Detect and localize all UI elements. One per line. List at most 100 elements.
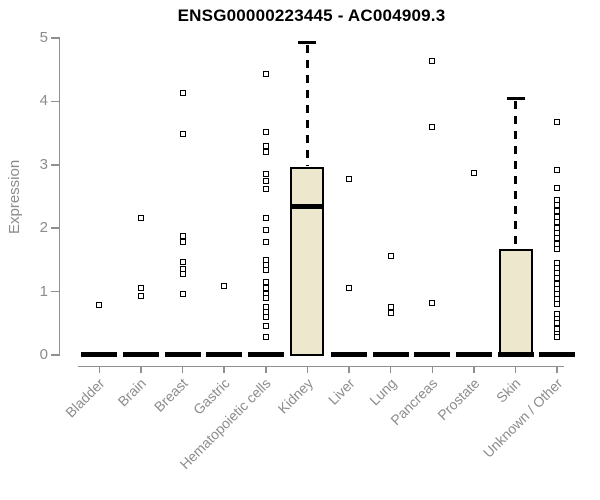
zero-median-bar bbox=[497, 351, 534, 357]
median-line bbox=[292, 203, 323, 209]
outlier-point bbox=[554, 119, 561, 126]
y-tick-label: 1 bbox=[39, 282, 48, 300]
y-tick bbox=[51, 227, 59, 229]
zero-median-bar bbox=[164, 351, 201, 357]
outlier-point bbox=[554, 219, 561, 226]
outlier-point bbox=[262, 215, 269, 222]
x-tick bbox=[473, 367, 475, 373]
outlier-point bbox=[221, 282, 228, 289]
outlier-point bbox=[262, 313, 269, 320]
x-tick bbox=[140, 367, 142, 373]
y-tick-label: 5 bbox=[39, 29, 48, 46]
x-tick-label-text: Brain bbox=[114, 375, 150, 410]
outlier-point bbox=[262, 323, 269, 330]
outlier-point bbox=[387, 303, 394, 310]
outlier-point bbox=[262, 294, 269, 301]
outlier-point bbox=[554, 202, 561, 209]
outlier-point bbox=[262, 279, 269, 286]
outlier-point bbox=[262, 267, 269, 274]
outlier-point bbox=[137, 285, 144, 292]
outlier-point bbox=[262, 227, 269, 234]
outlier-point bbox=[554, 301, 561, 308]
x-tick bbox=[389, 367, 392, 373]
outlier-point bbox=[262, 71, 269, 78]
zero-median-bar bbox=[331, 351, 368, 357]
x-tick bbox=[514, 367, 517, 373]
outlier-point bbox=[470, 170, 477, 177]
chart-title: ENSG00000223445 - AC004909.3 bbox=[177, 6, 446, 25]
outlier-point bbox=[346, 284, 353, 291]
outlier-point bbox=[554, 213, 561, 220]
x-tick bbox=[306, 367, 309, 373]
zero-median-bar bbox=[539, 351, 576, 357]
x-tick-label-text: Breast bbox=[150, 375, 191, 415]
whisker-cap bbox=[506, 97, 525, 100]
outlier-point bbox=[554, 235, 561, 242]
y-tick bbox=[51, 100, 59, 103]
outlier-point bbox=[554, 184, 561, 191]
whisker bbox=[514, 101, 517, 249]
outlier-point bbox=[346, 176, 353, 183]
zero-median-bar bbox=[247, 351, 284, 357]
outlier-point bbox=[262, 185, 269, 192]
box bbox=[290, 166, 325, 357]
zero-median-bar bbox=[206, 351, 243, 357]
outlier-point bbox=[179, 259, 186, 266]
outlier-point bbox=[179, 130, 186, 137]
x-axis-line bbox=[78, 365, 564, 367]
outlier-point bbox=[554, 166, 561, 173]
outlier-point bbox=[387, 309, 394, 316]
y-tick bbox=[51, 354, 59, 356]
x-tick bbox=[556, 367, 558, 373]
x-tick bbox=[98, 367, 101, 373]
y-tick-label: 2 bbox=[39, 219, 48, 237]
outlier-point bbox=[262, 238, 269, 245]
outlier-point bbox=[554, 246, 561, 253]
x-tick bbox=[348, 367, 350, 373]
outlier-point bbox=[262, 333, 269, 340]
outlier-point bbox=[137, 215, 144, 222]
outlier-point bbox=[262, 149, 269, 156]
x-tick-label-text: Unknown / Other bbox=[479, 375, 566, 461]
outlier-point bbox=[554, 275, 561, 282]
x-tick bbox=[181, 367, 184, 373]
x-tick-label-text: Prostate bbox=[434, 375, 483, 424]
outlier-point bbox=[429, 57, 436, 64]
x-tick-label-text: Bladder bbox=[62, 375, 108, 421]
x-tick-label-text: Skin bbox=[493, 375, 524, 406]
outlier-point bbox=[387, 253, 394, 260]
y-axis-title: Expression bbox=[6, 159, 23, 235]
x-tick bbox=[265, 367, 267, 373]
x-tick-label-text: Liver bbox=[324, 375, 358, 408]
x-tick-label-text: Lung bbox=[365, 375, 400, 409]
outlier-point bbox=[554, 208, 561, 215]
outlier-point bbox=[179, 90, 186, 97]
zero-median-bar bbox=[372, 351, 409, 357]
box bbox=[498, 249, 533, 357]
outlier-point bbox=[179, 290, 186, 297]
outlier-point bbox=[96, 301, 103, 308]
whisker-cap bbox=[298, 41, 317, 44]
outlier-point bbox=[262, 171, 269, 178]
outlier-point bbox=[179, 270, 186, 277]
y-tick-label: 3 bbox=[39, 155, 48, 173]
y-tick bbox=[51, 290, 59, 293]
y-axis-line bbox=[58, 37, 60, 356]
zero-median-bar bbox=[81, 351, 118, 357]
outlier-point bbox=[554, 319, 561, 326]
outlier-point bbox=[262, 142, 269, 149]
outlier-point bbox=[429, 300, 436, 306]
outlier-point bbox=[179, 239, 186, 246]
y-tick bbox=[51, 164, 59, 166]
x-tick bbox=[431, 367, 434, 373]
x-tick-label-text: Kidney bbox=[274, 375, 316, 417]
outlier-point bbox=[137, 293, 144, 300]
outlier-point bbox=[262, 128, 269, 135]
outlier-point bbox=[554, 334, 561, 341]
outlier-point bbox=[554, 196, 561, 203]
y-tick-label: 0 bbox=[39, 346, 48, 363]
zero-median-bar bbox=[414, 351, 451, 357]
outlier-point bbox=[429, 124, 436, 131]
zero-median-bar bbox=[122, 351, 159, 357]
